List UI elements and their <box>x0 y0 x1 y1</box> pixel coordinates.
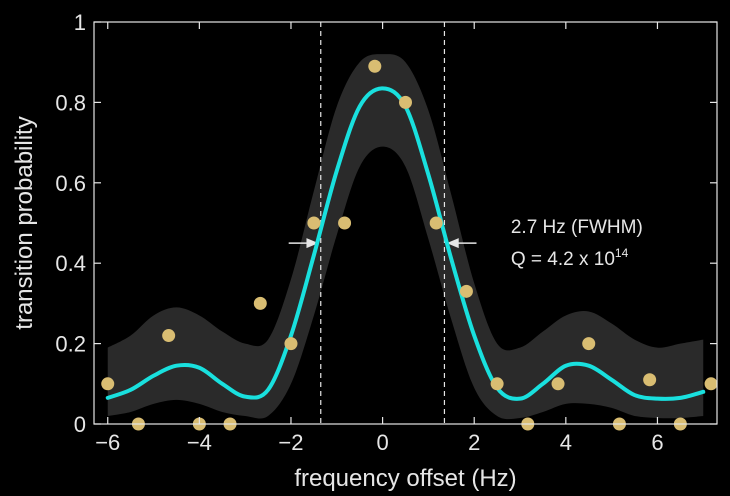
data-point-16 <box>582 337 596 351</box>
y-tick-label: 0.6 <box>55 171 86 196</box>
x-tick-label: −2 <box>278 430 303 455</box>
x-tick-label: 2 <box>468 430 480 455</box>
data-point-13 <box>490 377 504 391</box>
data-point-0 <box>101 377 115 391</box>
axes-layer: −6 −4 −2 0 2 4 6 0 0.2 0.4 0.6 0.8 1 <box>55 10 718 455</box>
data-point-15 <box>551 377 565 391</box>
data-point-18 <box>643 373 657 387</box>
x-axis-label: frequency offset (Hz) <box>294 465 516 492</box>
data-point-2 <box>162 329 176 343</box>
x-tick-label: −4 <box>187 430 212 455</box>
x-tick-label: 0 <box>376 430 388 455</box>
x-tick-label: 6 <box>651 430 663 455</box>
data-point-6 <box>284 337 298 351</box>
annotation-layer: 2.7 Hz (FWHM) Q = 4.2 x 1014 <box>511 217 643 270</box>
data-point-11 <box>429 216 443 230</box>
data-point-7 <box>307 216 321 230</box>
annotation-fwhm: 2.7 Hz (FWHM) <box>511 217 643 238</box>
data-point-10 <box>399 95 412 109</box>
data-point-12 <box>459 284 473 298</box>
x-tick-label: −6 <box>95 430 120 455</box>
fwhm-arrowhead-1 <box>446 238 459 249</box>
data-point-9 <box>368 59 382 73</box>
annotation-q-factor: Q = 4.2 x 1014 <box>511 246 629 270</box>
data-point-20 <box>704 377 718 391</box>
y-tick-label: 1 <box>74 10 86 35</box>
fwhm-arrowhead-0 <box>306 238 319 249</box>
data-point-8 <box>338 216 352 230</box>
annotation-q-exponent: 14 <box>615 246 629 260</box>
confidence-band <box>107 54 704 420</box>
annotation-q-base: Q = 4.2 x 10 <box>511 249 615 270</box>
plot-frame <box>93 21 718 425</box>
y-axis-label: transition probability <box>11 116 38 329</box>
x-tick-label: 4 <box>560 430 572 455</box>
y-tick-label: 0.2 <box>55 332 86 357</box>
confidence-band-layer <box>107 54 704 420</box>
data-point-5 <box>253 296 267 310</box>
y-tick-label: 0 <box>74 412 86 437</box>
y-tick-label: 0.4 <box>55 251 86 276</box>
y-tick-label: 0.8 <box>55 90 86 115</box>
